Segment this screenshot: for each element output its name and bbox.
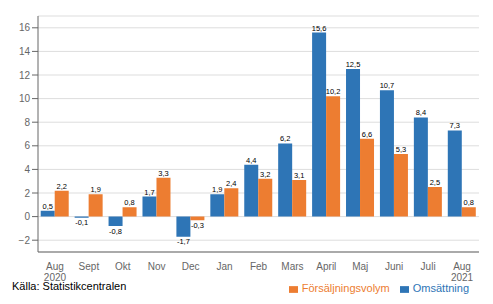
svg-text:4,4: 4,4 [246,156,256,165]
svg-text:Okt: Okt [115,261,131,272]
svg-text:Sept: Sept [79,261,100,272]
svg-text:2: 2 [24,188,30,199]
html-text:Försäljningsvolym: Försäljningsvolym [301,282,390,294]
svg-text:6: 6 [24,140,30,151]
svg-text:8: 8 [24,117,30,128]
svg-text:0,5: 0,5 [42,202,52,211]
svg-text:2,5: 2,5 [430,178,440,187]
svg-text:−2: −2 [19,235,31,246]
svg-text:12,5: 12,5 [346,60,361,69]
html-text:Källa: Statistikcentralen: Källa: Statistikcentralen [12,280,127,292]
svg-text:Feb: Feb [250,261,268,272]
svg-text:3,2: 3,2 [260,170,270,179]
svg-text:7,3: 7,3 [450,121,460,130]
svg-text:0: 0 [24,211,30,222]
svg-text:4: 4 [24,164,30,175]
svg-text:16: 16 [19,22,31,33]
svg-text:10,2: 10,2 [326,87,341,96]
svg-text:Maj: Maj [352,261,368,272]
html-text:Omsättning: Omsättning [412,282,469,294]
svg-text:Nov: Nov [148,261,166,272]
svg-text:Aug2020: Aug2020 [44,261,67,283]
svg-text:-0,1: -0,1 [75,218,88,227]
svg-text:0,8: 0,8 [464,198,474,207]
svg-text:10,7: 10,7 [380,81,395,90]
svg-text:8,4: 8,4 [416,108,426,117]
svg-text:Juni: Juni [385,261,403,272]
svg-text:April: April [316,261,336,272]
svg-text:0,8: 0,8 [124,198,134,207]
svg-text:12: 12 [19,70,31,81]
svg-text:Juli: Juli [421,261,436,272]
svg-text:15,6: 15,6 [312,24,327,33]
svg-text:Aug2021: Aug2021 [451,261,474,283]
svg-text:6,2: 6,2 [280,134,290,143]
svg-text:14: 14 [19,46,31,57]
svg-text:Dec: Dec [182,261,200,272]
svg-text:10: 10 [19,93,31,104]
svg-text:2,4: 2,4 [226,179,236,188]
svg-text:3,3: 3,3 [158,169,168,178]
svg-text:2,2: 2,2 [56,182,66,191]
svg-text:5,3: 5,3 [396,145,406,154]
svg-text:-0,3: -0,3 [191,221,204,230]
svg-text:1,9: 1,9 [212,185,222,194]
svg-text:1,9: 1,9 [90,185,100,194]
svg-text:Jan: Jan [217,261,233,272]
svg-text:3,1: 3,1 [294,171,304,180]
svg-text:6,6: 6,6 [362,130,372,139]
svg-text:1,7: 1,7 [144,188,154,197]
svg-text:Mars: Mars [281,261,303,272]
svg-text:-1,7: -1,7 [177,237,190,246]
svg-text:-0,8: -0,8 [109,227,122,236]
